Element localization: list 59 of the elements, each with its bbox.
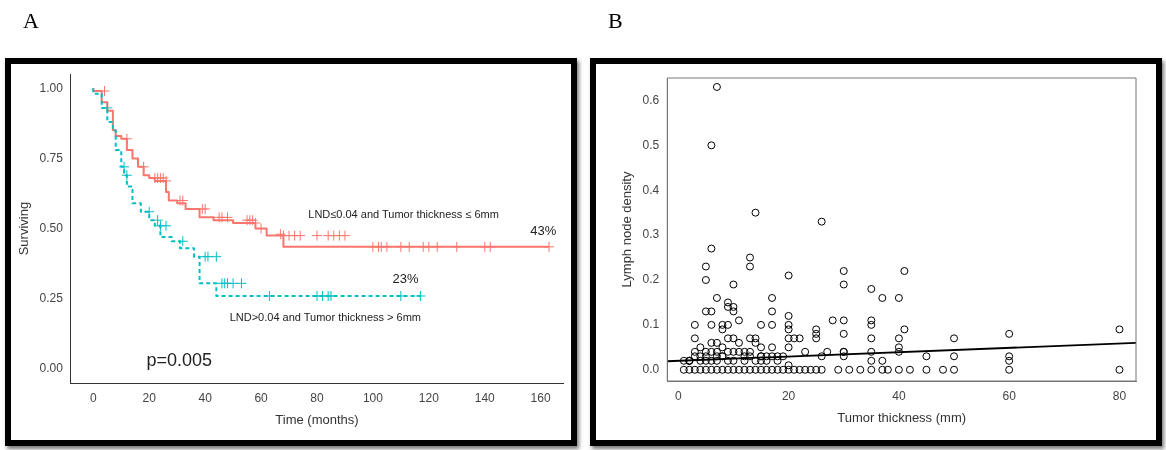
point — [403, 241, 415, 253]
x-axis-title: Tumor thickness (mm) — [837, 409, 967, 425]
x-tick-label: 60 — [254, 390, 269, 405]
annotation: 23% — [392, 270, 419, 286]
point — [395, 241, 407, 253]
annotation: 43% — [530, 223, 557, 239]
chart-title: A — [23, 8, 39, 34]
annotation: LND≤0.04 and Tumor thickness ≤ 6mm — [308, 207, 499, 220]
x-tick-label: 0 — [674, 388, 682, 403]
annotation: LND>0.04 and Tumor thickness > 6mm — [229, 311, 422, 324]
chart-title: B — [608, 8, 623, 34]
point — [381, 241, 393, 253]
point — [227, 277, 239, 289]
y-tick-label: 0.2 — [642, 272, 660, 287]
y-tick-label: 0.6 — [642, 92, 660, 107]
y-tick-label: 1.00 — [39, 80, 64, 95]
x-tick-label: 20 — [781, 388, 796, 403]
y-tick-label: 0.75 — [39, 150, 64, 165]
y-tick-label: 0.3 — [642, 227, 660, 242]
y-tick-label: 0.5 — [642, 137, 660, 152]
y-tick-label: 0.25 — [39, 291, 64, 306]
x-tick-label: 120 — [418, 390, 440, 405]
y-tick-label: 0.50 — [39, 220, 64, 235]
point — [235, 277, 247, 289]
point — [177, 235, 189, 247]
point — [143, 206, 155, 218]
point — [138, 161, 150, 173]
y-tick-label: 0.1 — [642, 317, 660, 332]
point — [543, 241, 555, 253]
point — [431, 241, 443, 253]
point — [160, 220, 172, 232]
x-axis-title: Time (months) — [275, 411, 359, 427]
y-tick-label: 0.00 — [39, 361, 64, 376]
x-tick-label: 40 — [198, 390, 213, 405]
annotation: p=0.005 — [146, 350, 212, 371]
point — [423, 241, 435, 253]
y-axis-title: Lymph node density — [619, 171, 635, 288]
x-tick-label: 40 — [892, 388, 906, 403]
point — [121, 133, 133, 145]
point — [121, 169, 133, 181]
point — [118, 161, 130, 173]
point — [414, 290, 426, 302]
point — [339, 230, 351, 242]
y-axis-title: Surviving — [16, 201, 32, 256]
x-tick-label: 160 — [530, 390, 551, 405]
y-tick-label: 0.4 — [642, 182, 660, 197]
point — [311, 230, 323, 242]
point — [222, 211, 234, 223]
x-tick-label: 60 — [1002, 388, 1017, 403]
x-tick-label: 80 — [310, 390, 324, 405]
x-tick-label: 0 — [89, 390, 97, 405]
point — [210, 251, 222, 263]
point — [451, 241, 463, 253]
x-tick-label: 140 — [474, 390, 496, 405]
y-tick-label: 0.0 — [642, 362, 660, 377]
x-tick-label: 100 — [362, 390, 384, 405]
x-tick-label: 80 — [1112, 388, 1127, 403]
point — [294, 230, 306, 242]
x-tick-label: 20 — [142, 390, 157, 405]
